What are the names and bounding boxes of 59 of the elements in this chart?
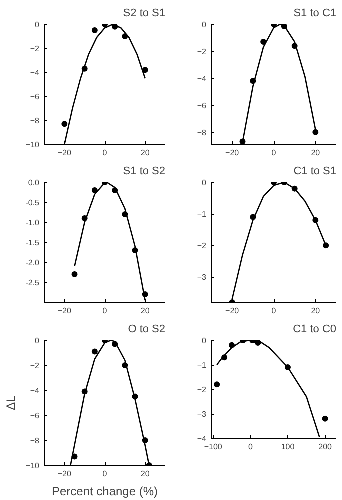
chart-title: C1 to S1 bbox=[294, 166, 337, 178]
y-tick-label: -1.0 bbox=[26, 218, 40, 228]
y-tick-label: −2 bbox=[30, 362, 40, 370]
y-tick-label: −4 bbox=[197, 74, 208, 84]
y-tick-label: −1 bbox=[197, 361, 208, 370]
y-axis-title: ΔL bbox=[4, 395, 18, 410]
x-tick-label: 0 bbox=[272, 148, 277, 158]
x-tick-label: 0 bbox=[102, 306, 108, 316]
x-axis-title: Percent change (%) bbox=[52, 484, 158, 498]
y-tick-label: −6 bbox=[30, 92, 40, 102]
x-tick-label: −20 bbox=[58, 148, 72, 158]
x-tick-label: 0 bbox=[102, 470, 108, 478]
y-tick-label: 0.0 bbox=[28, 178, 40, 188]
y-tick-label: 0 bbox=[202, 20, 208, 30]
y-tick-label: −4 bbox=[30, 386, 40, 396]
x-tick-label: 0 bbox=[272, 306, 277, 316]
x-tick-label: −20 bbox=[58, 306, 72, 316]
x-tick-label: 20 bbox=[311, 306, 321, 316]
x-tick-label: 20 bbox=[140, 148, 150, 158]
x-tick-label: 20 bbox=[311, 148, 321, 158]
y-tick-label: −8 bbox=[197, 128, 208, 138]
x-tick-label: 0 bbox=[248, 442, 254, 452]
y-tick-label: −2 bbox=[197, 386, 208, 394]
x-tick-label: −20 bbox=[226, 148, 240, 158]
y-tick-label: −10 bbox=[26, 140, 40, 150]
x-tick-label: 0 bbox=[102, 148, 108, 158]
chart-title: C1 to C0 bbox=[293, 324, 337, 336]
x-tick-label: −20 bbox=[226, 306, 240, 316]
y-tick-label: −2 bbox=[197, 242, 208, 251]
y-tick-label: −2 bbox=[30, 44, 40, 54]
y-tick-label: −8 bbox=[30, 436, 40, 446]
x-tick-label: 200 bbox=[318, 442, 333, 452]
y-tick-label: -0.5 bbox=[26, 198, 40, 208]
y-tick-label: −3 bbox=[197, 273, 208, 282]
y-tick-label: 0 bbox=[202, 178, 208, 188]
y-tick-label: −4 bbox=[30, 68, 40, 78]
x-tick-label: 100 bbox=[281, 442, 296, 452]
y-tick-label: −3 bbox=[197, 410, 208, 419]
y-tick-label: −10 bbox=[26, 462, 40, 470]
y-tick-label: −4 bbox=[197, 434, 208, 444]
y-tick-label: 0 bbox=[202, 336, 208, 346]
y-tick-label: −8 bbox=[30, 116, 40, 126]
y-tick-label: −6 bbox=[197, 101, 208, 110]
chart-title: S1 to S2 bbox=[123, 166, 166, 178]
chart-title: O to S2 bbox=[128, 324, 166, 336]
chart-title: S1 to C1 bbox=[294, 8, 337, 20]
x-tick-label: −20 bbox=[58, 470, 72, 478]
y-tick-label: -2.0 bbox=[26, 258, 40, 268]
y-tick-label: -2.5 bbox=[26, 278, 40, 288]
chart-title: S2 to S1 bbox=[123, 8, 166, 20]
y-tick-label: −6 bbox=[30, 412, 40, 420]
x-tick-label: 20 bbox=[140, 306, 150, 316]
y-tick-label: 0 bbox=[35, 336, 40, 346]
y-tick-label: −1 bbox=[197, 210, 208, 220]
x-tick-label: 20 bbox=[140, 470, 150, 478]
x-tick-label: −100 bbox=[204, 442, 223, 452]
y-tick-label: −2 bbox=[197, 47, 208, 56]
y-tick-label: 0 bbox=[35, 20, 40, 30]
y-tick-label: -1.5 bbox=[26, 238, 40, 248]
